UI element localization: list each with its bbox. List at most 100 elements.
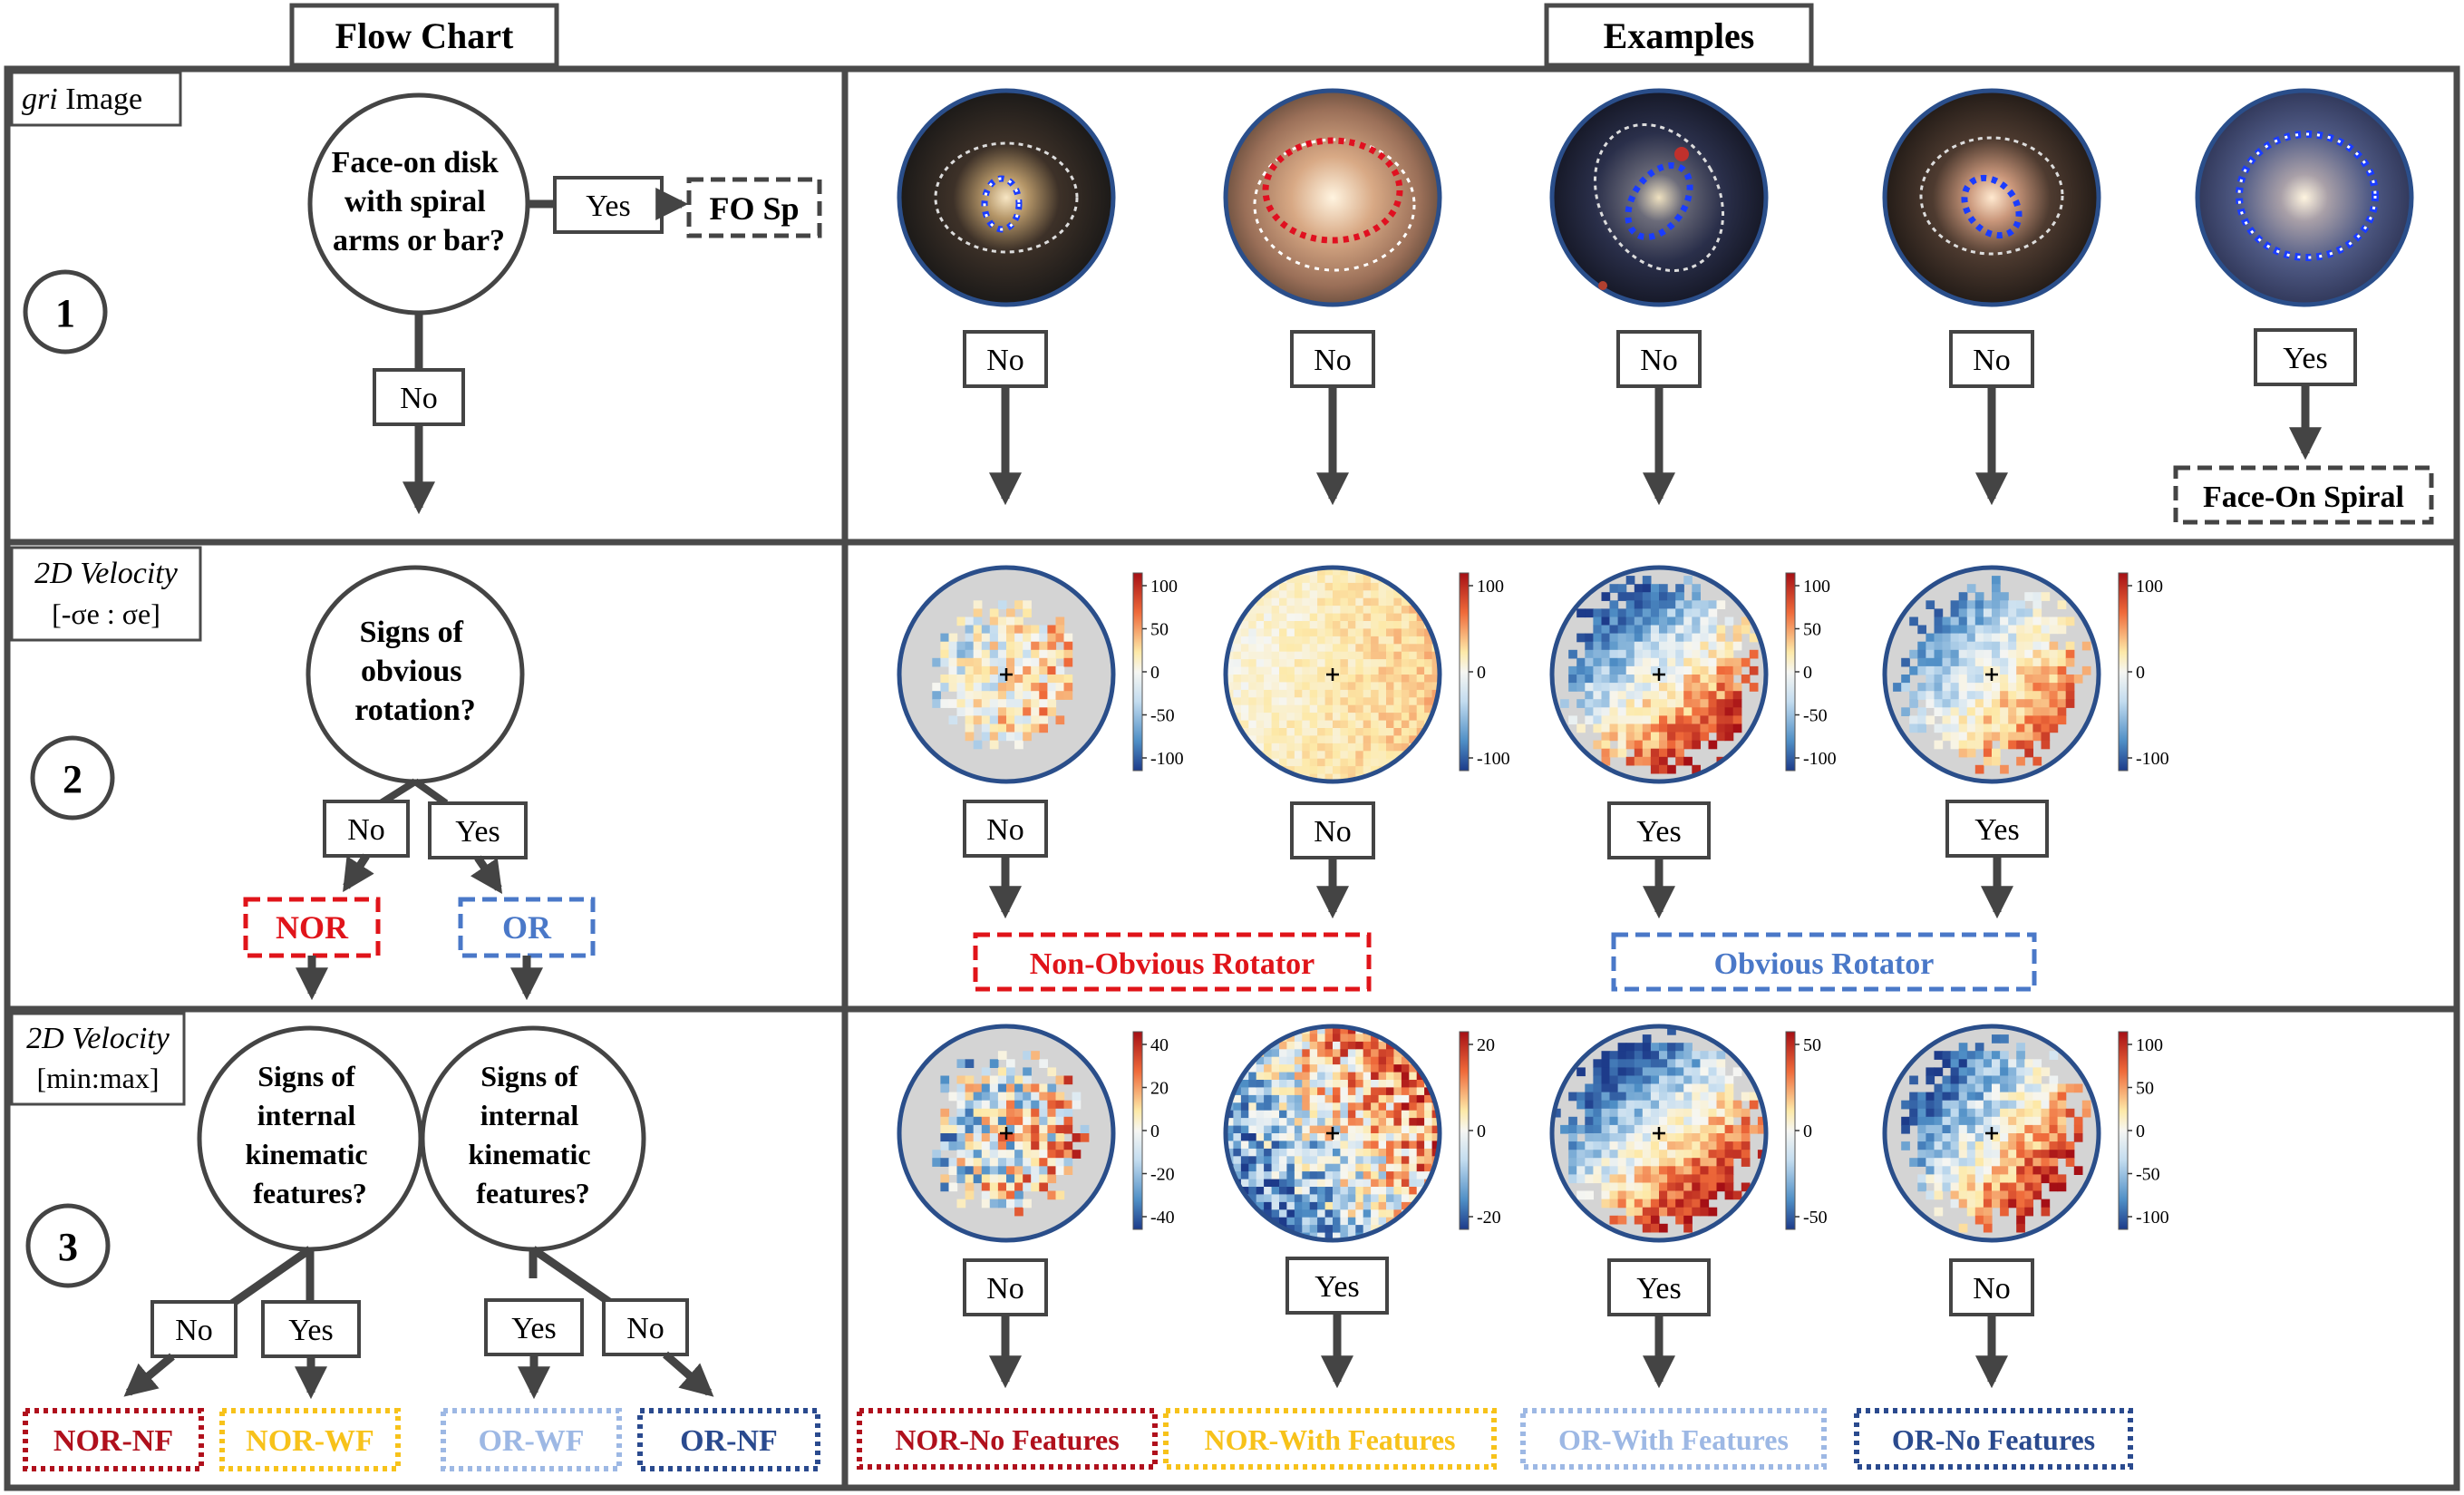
row-1-flow: gri Image 1 Face-on disk with spiral arm…	[10, 71, 822, 515]
row-1-examples: No No No No Yes Face-On Spiral	[897, 88, 2434, 525]
row-3-colorbar-4-tick-3: 0	[2136, 1121, 2145, 1141]
row-3-label-line2: [min:max]	[36, 1062, 159, 1094]
row-2-label-line2: [-σe : σe]	[52, 597, 160, 630]
row-2-example-result-or: Obvious Rotator	[1714, 947, 1935, 981]
row-2-example-answer-3: Yes	[1607, 801, 1711, 919]
row-3-example-result-3: OR-With Features	[1558, 1423, 1789, 1456]
row-3-number: 3	[58, 1225, 78, 1269]
row-2-example-answer-1: No	[963, 800, 1048, 919]
row-3-right-no: No	[626, 1312, 665, 1345]
svg-text:No: No	[1973, 344, 2011, 377]
row-2-colorbar-4-tick-3: -100	[2136, 749, 2169, 769]
row-2-velocity-map-3: 100 50 0 -50 -100	[1549, 565, 1837, 784]
row-2-flow: 2D Velocity [-σe : σe] 2 Signs of obviou…	[10, 546, 596, 1001]
row-3-example-answer-1: No	[963, 1258, 1048, 1389]
row-1-example-result: Face-On Spiral	[2173, 465, 2434, 525]
svg-text:No: No	[1314, 344, 1352, 377]
row-3-example-result-4: OR-No Features	[1892, 1423, 2095, 1456]
row-1-number-circle	[23, 269, 108, 354]
row-1-label-italic: gri	[22, 83, 58, 116]
row-2-colorbar-3-tick-1: 100	[1803, 577, 1830, 597]
row-2-label-line1: 2D Velocity	[34, 557, 179, 590]
row-2-velocity-map-2: 100 0 -100	[1223, 565, 1510, 784]
row-3-velocity-map-4: 100 50 0 -50 -100	[1882, 1024, 2169, 1243]
row-2-colorbar-1-tick-1: 100	[1150, 577, 1178, 597]
header-examples: Examples	[1544, 3, 1814, 68]
row-3-left-yes: Yes	[288, 1314, 333, 1347]
row-2-number: 2	[63, 757, 82, 801]
row-3-result-or-wf: OR-WF	[478, 1424, 584, 1458]
svg-text:No: No	[986, 813, 1024, 847]
svg-text:No: No	[986, 1272, 1024, 1306]
row-1-flow-yes: Yes	[586, 189, 630, 223]
row-3-example-answer-3: Yes	[1607, 1258, 1711, 1389]
row-2-examples: 100 50 0 -50 -100 100 0 -100 100 50 0 -50 -100 100 0 -1…	[897, 565, 2169, 992]
svg-text:Yes: Yes	[1974, 813, 2019, 847]
row-2-colorbar-2-tick-2: 0	[1477, 663, 1486, 683]
row-1-label: gri Image	[22, 83, 142, 116]
grid-frame	[4, 65, 2460, 1491]
row-3-result-nor-wf: NOR-WF	[246, 1424, 374, 1458]
row-1-example-answer-2: No	[1290, 330, 1375, 506]
svg-text:No: No	[1640, 344, 1678, 377]
row-1-question: Face-on disk with spiral arms or bar?	[332, 146, 507, 257]
row-3-colorbar-1-tick-3: 0	[1150, 1121, 1159, 1141]
row-1-example-answer-5: Yes	[2254, 328, 2357, 461]
row-3-example-answer-2: Yes	[1285, 1257, 1389, 1389]
row-3-colorbar-4-tick-4: -50	[2136, 1165, 2160, 1185]
row-1-galaxy-2	[1223, 88, 1442, 307]
row-1-example-answer-3: No	[1616, 330, 1702, 506]
svg-text:No: No	[1314, 815, 1352, 849]
row-3-example-answer-4: No	[1949, 1258, 2034, 1389]
row-3-colorbar-1-tick-2: 20	[1150, 1079, 1169, 1099]
row-2-result-nor: NOR	[276, 909, 349, 946]
row-3-result-nor-nf: NOR-NF	[53, 1424, 173, 1458]
row-1-example-answer-4: No	[1949, 330, 2034, 506]
row-1-galaxy-5	[2195, 88, 2414, 307]
row-3-colorbar-3-tick-2: 0	[1803, 1121, 1812, 1141]
row-2-velocity-map-1: 100 50 0 -50 -100	[897, 565, 1184, 784]
row-2-example-answer-2: No	[1290, 801, 1375, 919]
row-2-colorbar-1-tick-2: 50	[1150, 620, 1169, 640]
row-3-velocity-map-2: 20 0 -20	[1223, 1024, 1501, 1243]
row-3-colorbar-1-tick-4: -20	[1150, 1165, 1175, 1185]
header-flow-chart: Flow Chart	[289, 3, 559, 68]
row-2-colorbar-3-tick-4: -50	[1803, 706, 1828, 726]
row-3-label-line1: 2D Velocity	[26, 1022, 170, 1055]
row-3-colorbar-4-tick-1: 100	[2136, 1035, 2163, 1055]
row-3-colorbar-2-tick-1: 20	[1477, 1035, 1495, 1055]
row-3-flow: 2D Velocity [min:max] 3 Signs of interna…	[10, 1012, 820, 1471]
svg-text:Yes: Yes	[1314, 1270, 1359, 1304]
row-3-colorbar-1-tick-5: -40	[1150, 1208, 1175, 1228]
row-3-result-or-nf: OR-NF	[680, 1424, 778, 1458]
svg-text:No: No	[1973, 1272, 2011, 1306]
row-1-galaxy-4	[1882, 88, 2101, 307]
row-3-colorbar-3-tick-1: 50	[1803, 1035, 1821, 1055]
svg-text:Yes: Yes	[1636, 815, 1681, 849]
row-3-colorbar-4-tick-2: 50	[2136, 1079, 2154, 1099]
row-3-colorbar-4-tick-5: -100	[2136, 1208, 2169, 1228]
row-3-colorbar-1-tick-1: 40	[1150, 1035, 1169, 1055]
row-3-example-result-2: NOR-With Features	[1204, 1423, 1455, 1456]
row-2-colorbar-4-tick-1: 100	[2136, 577, 2163, 597]
header-flow-chart-label: Flow Chart	[335, 15, 514, 56]
row-3-velocity-map-1: 40 20 0 -20 -40	[897, 1024, 1175, 1243]
row-2-colorbar-1-tick-5: -100	[1150, 749, 1184, 769]
svg-text:Yes: Yes	[1636, 1272, 1681, 1306]
row-2-flow-yes: Yes	[455, 815, 500, 849]
row-3-question-right: Signs of internal kinematic features?	[468, 1060, 597, 1209]
row-1-flow-result: FO Sp	[709, 190, 799, 227]
row-2-colorbar-2-tick-1: 100	[1477, 577, 1504, 597]
row-2-colorbar-3-tick-5: -100	[1803, 749, 1837, 769]
row-2-colorbar-4-tick-2: 0	[2136, 663, 2145, 683]
row-2-colorbar-3-tick-3: 0	[1803, 663, 1812, 683]
row-3-left-no: No	[175, 1314, 213, 1347]
row-1-galaxy-1	[897, 88, 1116, 307]
row-2-example-answer-4: Yes	[1945, 800, 2049, 919]
row-2-result-or: OR	[502, 909, 552, 946]
row-1-label-rest: Image	[58, 83, 142, 116]
row-2-velocity-map-4: 100 0 -100	[1882, 565, 2169, 784]
svg-text:Face-On Spiral: Face-On Spiral	[2203, 481, 2404, 514]
row-3-right-yes: Yes	[511, 1312, 556, 1345]
